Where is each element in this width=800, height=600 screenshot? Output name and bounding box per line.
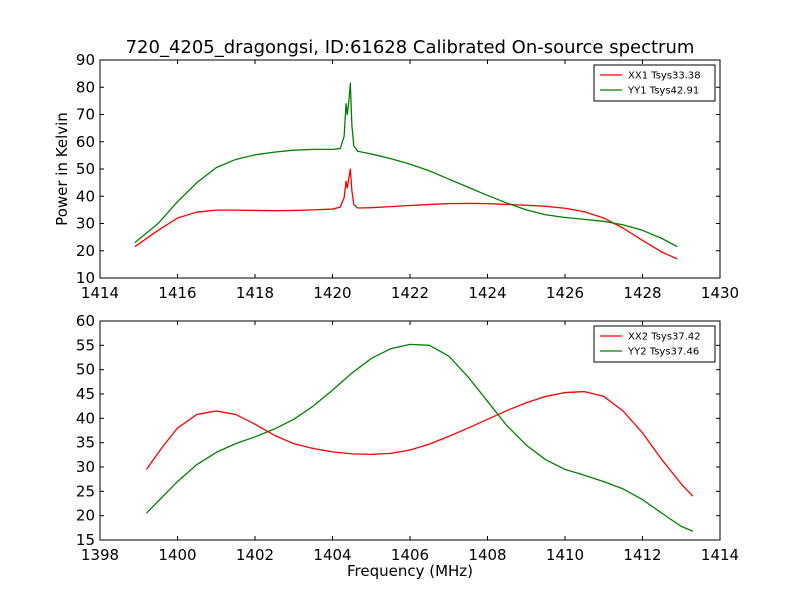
bottom-series-line-xx2 bbox=[145, 390, 694, 497]
figure-title: 720_4205_dragongsi, ID:61628 Calibrated … bbox=[126, 37, 695, 58]
top-x-tick-label: 1418 bbox=[236, 284, 274, 302]
top-y-tick-label: 60 bbox=[76, 133, 95, 151]
top-legend-label: XX1 Tsys33.38 bbox=[628, 71, 701, 82]
top-x-tick-label: 1430 bbox=[701, 284, 739, 302]
bottom-x-tick-label: 1400 bbox=[158, 546, 196, 564]
bottom-x-tick-label: 1402 bbox=[236, 546, 274, 564]
bottom-legend-label: YY2 Tsys37.46 bbox=[627, 347, 699, 358]
top-legend-label: YY1 Tsys42.91 bbox=[627, 86, 699, 97]
bottom-y-tick-label: 20 bbox=[76, 507, 95, 525]
bottom-x-tick-label: 1404 bbox=[313, 546, 351, 564]
bottom-legend-box bbox=[593, 325, 716, 363]
top-y-tick-label: 10 bbox=[76, 269, 95, 287]
bottom-y-tick-label: 55 bbox=[76, 336, 95, 354]
bottom-y-tick-label: 50 bbox=[76, 361, 95, 379]
bottom-x-tick-label: 1412 bbox=[623, 546, 661, 564]
bottom-y-tick-label: 35 bbox=[76, 434, 95, 452]
top-spectrum-panel: 1414 1416 1418 1420 1422 1424 1426 1428 1430 10 20… bbox=[76, 51, 739, 302]
bottom-x-tick-label: 1414 bbox=[701, 546, 739, 564]
bottom-y-tick-label: 60 bbox=[76, 312, 95, 330]
top-series-line-yy1 bbox=[134, 82, 678, 248]
bottom-spectrum-panel: 1398 1400 1402 1404 1406 1408 1410 1412 1414 15 20… bbox=[76, 312, 739, 564]
top-y-tick-label: 40 bbox=[76, 187, 95, 205]
top-y-tick-label: 20 bbox=[76, 242, 95, 260]
top-x-tick-label: 1420 bbox=[313, 284, 351, 302]
top-x-tick-label: 1414 bbox=[81, 284, 119, 302]
bottom-legend: XX2 Tsys37.42 YY2 Tsys37.46 bbox=[593, 325, 716, 363]
bottom-x-tick-label: 1408 bbox=[468, 546, 506, 564]
bottom-y-tick-label: 30 bbox=[76, 458, 95, 476]
top-y-tick-label: 30 bbox=[76, 215, 95, 233]
top-legend-box bbox=[593, 64, 716, 102]
bottom-y-tick-label: 40 bbox=[76, 409, 95, 427]
top-y-tick-label: 50 bbox=[76, 160, 95, 178]
bottom-legend-label: XX2 Tsys37.42 bbox=[628, 332, 701, 343]
top-x-tick-label: 1424 bbox=[468, 284, 506, 302]
bottom-y-tick-label: 25 bbox=[76, 482, 95, 500]
x-axis-label: Frequency (MHz) bbox=[347, 562, 473, 580]
bottom-series-line-yy2 bbox=[146, 343, 694, 532]
y-axis-label: Power in Kelvin bbox=[53, 112, 71, 226]
top-series-line-xx1 bbox=[134, 168, 678, 260]
top-legend: XX1 Tsys33.38 YY1 Tsys42.91 bbox=[593, 64, 716, 102]
top-x-tick-label: 1426 bbox=[546, 284, 584, 302]
top-y-tick-label: 80 bbox=[76, 78, 95, 96]
bottom-y-tick-label: 15 bbox=[76, 531, 95, 549]
top-x-tick-label: 1416 bbox=[158, 284, 196, 302]
bottom-x-tick-label: 1398 bbox=[81, 546, 119, 564]
top-y-tick-label: 90 bbox=[76, 51, 95, 69]
top-x-tick-label: 1422 bbox=[391, 284, 429, 302]
bottom-x-tick-label: 1410 bbox=[546, 546, 584, 564]
top-y-tick-label: 70 bbox=[76, 106, 95, 124]
bottom-x-tick-label: 1406 bbox=[391, 546, 429, 564]
bottom-y-tick-label: 45 bbox=[76, 385, 95, 403]
top-x-tick-label: 1428 bbox=[623, 284, 661, 302]
